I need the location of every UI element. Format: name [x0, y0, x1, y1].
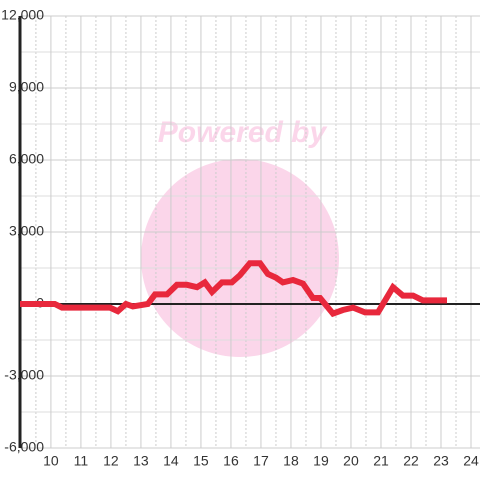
y-tick-label: -3,000	[4, 367, 44, 383]
x-tick-label: 15	[193, 453, 209, 469]
y-tick-label: -6,000	[4, 439, 44, 455]
x-tick-label: 21	[373, 453, 389, 469]
series-line	[20, 260, 447, 318]
x-tick-label: 19	[313, 453, 329, 469]
x-tick-label: 18	[283, 453, 299, 469]
x-tick-label: 13	[133, 453, 149, 469]
x-tick-label: 23	[433, 453, 449, 469]
x-tick-label: 20	[343, 453, 359, 469]
x-tick-label: 17	[253, 453, 269, 469]
watermark-logo	[141, 159, 339, 357]
x-tick-label: 12	[103, 453, 119, 469]
x-tick-label: 10	[43, 453, 59, 469]
x-tick-label: 14	[163, 453, 179, 469]
x-tick-label: 22	[403, 453, 419, 469]
x-tick-label: 16	[223, 453, 239, 469]
y-tick-label: 9,000	[9, 79, 44, 95]
x-tick-label: 24	[463, 453, 479, 469]
y-tick-label: 12,000	[1, 7, 44, 23]
y-tick-label: 6,000	[9, 151, 44, 167]
x-tick-label: 11	[74, 453, 89, 469]
watermark-text: Powered by	[158, 116, 328, 149]
y-tick-label: 3,000	[9, 223, 44, 239]
